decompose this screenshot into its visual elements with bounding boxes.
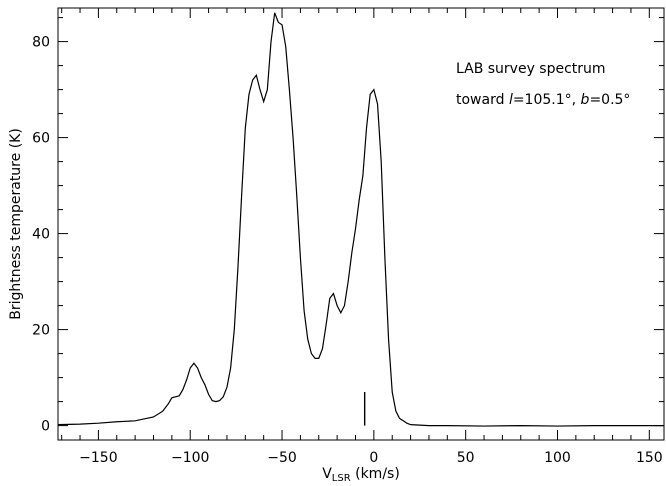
annotation-b-value: =0.5°: [589, 92, 630, 108]
x-tick-label: 50: [457, 450, 475, 466]
annotation-l-value: =105.1°,: [513, 92, 581, 108]
x-axis-title-unit: (km/s): [351, 466, 400, 482]
spectrum-line: [57, 12, 664, 427]
x-tick-label: 0: [369, 450, 378, 466]
y-tick-label: 20: [32, 323, 50, 339]
y-tick-label: 40: [32, 227, 50, 243]
annotation-title: LAB survey spectrum: [456, 61, 606, 77]
annotation-coordinates: toward l=105.1°, b=0.5°: [456, 92, 630, 108]
x-tick-label: −50: [267, 450, 297, 466]
x-tick-label: −150: [79, 450, 117, 466]
axis-ticks: [58, 8, 664, 440]
x-axis-title: VLSR (km/s): [322, 466, 400, 484]
x-axis-title-main: V: [322, 466, 332, 482]
annotation-l-symbol: l: [509, 92, 513, 108]
annotation-prefix: toward: [456, 92, 509, 108]
y-axis-title: Brightness temperature (K): [8, 128, 24, 320]
axis-tick-labels: −150 −100 −50 0 50 100 150 0 20 40 60 80: [32, 35, 663, 466]
plot-frame: [57, 7, 665, 441]
x-tick-label: 150: [636, 450, 663, 466]
x-tick-label: 100: [544, 450, 571, 466]
x-axis-title-subscript: LSR: [332, 473, 351, 484]
annotation-b-symbol: b: [581, 92, 590, 108]
y-tick-label: 0: [41, 419, 50, 435]
y-tick-label: 60: [32, 131, 50, 147]
x-tick-label: −100: [171, 450, 209, 466]
y-tick-label: 80: [32, 35, 50, 51]
